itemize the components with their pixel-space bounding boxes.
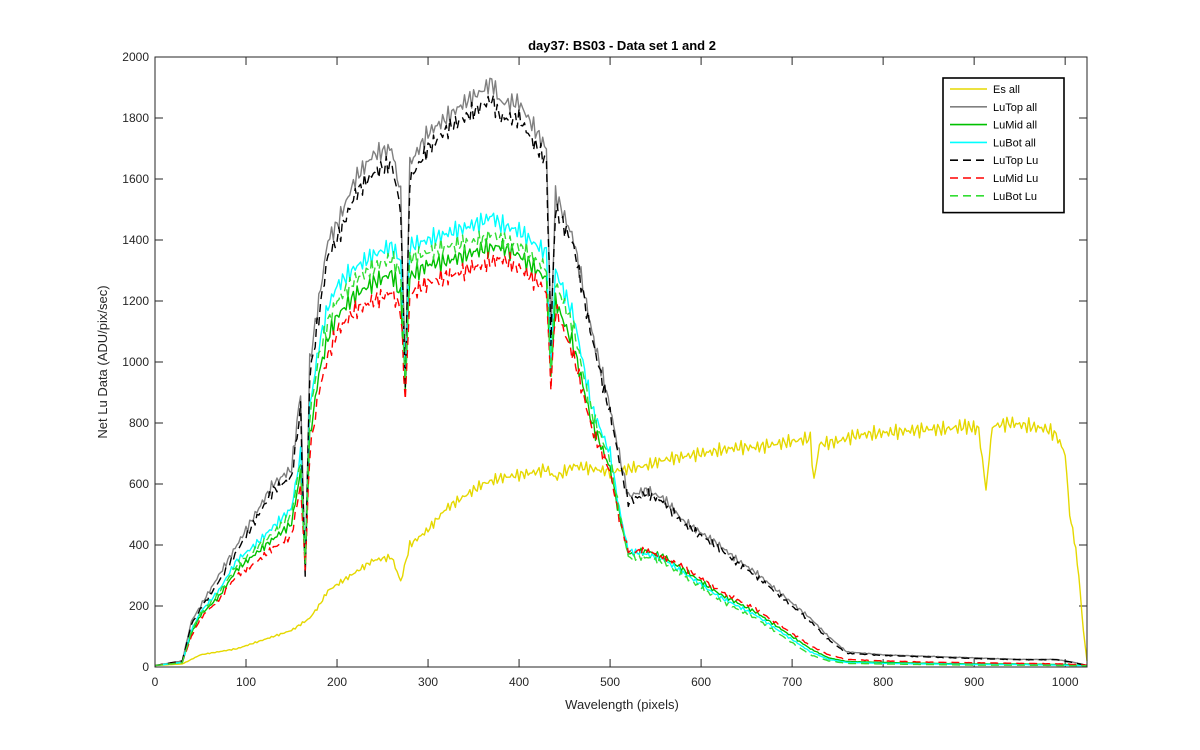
plot-series (154, 77, 1088, 667)
chart-title: day37: BS03 - Data set 1 and 2 (528, 38, 716, 53)
legend-box (942, 77, 1065, 214)
y-tick-label: 0 (142, 660, 149, 674)
y-tick-label: 1400 (122, 233, 149, 247)
x-tick-label: 100 (236, 675, 256, 689)
series-line-lubot-all (154, 212, 1088, 667)
x-tick-label: 500 (600, 675, 620, 689)
series-line-lutop-lu (154, 93, 1088, 667)
x-tick-label: 200 (327, 675, 347, 689)
x-tick-label: 900 (964, 675, 984, 689)
series-line-lubot-lu (154, 228, 1088, 667)
y-tick-label: 600 (129, 477, 149, 491)
y-tick-label: 1000 (122, 355, 149, 369)
legend-entry: LuTop all (993, 102, 1037, 114)
x-tick-label: 1000 (1052, 675, 1079, 689)
x-tick-label: 700 (782, 675, 802, 689)
y-tick-label: 1200 (122, 294, 149, 308)
legend-entry: LuMid Lu (993, 173, 1038, 185)
legend-entry: LuBot Lu (993, 191, 1037, 203)
y-tick-label: 800 (129, 416, 149, 430)
x-tick-label: 400 (509, 675, 529, 689)
series-line-lumid-lu (154, 251, 1088, 667)
legend-entry: LuTop Lu (993, 155, 1038, 167)
y-tick-label: 2000 (122, 50, 149, 64)
x-tick-label: 0 (152, 675, 159, 689)
legend-entry: LuBot all (993, 137, 1036, 149)
legend: Es all LuTop all LuMid all LuBot all LuTop L… (942, 77, 1065, 214)
x-tick-label: 600 (691, 675, 711, 689)
x-tick-label: 300 (418, 675, 438, 689)
y-axis-label: Net Lu Data (ADU/pix/sec) (95, 285, 110, 438)
x-axis-label: Wavelength (pixels) (565, 697, 679, 712)
x-tick-label: 800 (873, 675, 893, 689)
axes: 0 100 200 300 400 500 600 700 800 900 1000 0 200 400 6… (122, 50, 1087, 689)
y-tick-label: 400 (129, 538, 149, 552)
plot-frame (154, 56, 1088, 668)
y-tick-label: 1800 (122, 111, 149, 125)
series-line-es-all (154, 416, 1088, 667)
legend-entry: Es all (993, 84, 1020, 96)
y-tick-label: 200 (129, 599, 149, 613)
legend-entry: LuMid all (993, 120, 1037, 132)
y-tick-label: 1600 (122, 172, 149, 186)
